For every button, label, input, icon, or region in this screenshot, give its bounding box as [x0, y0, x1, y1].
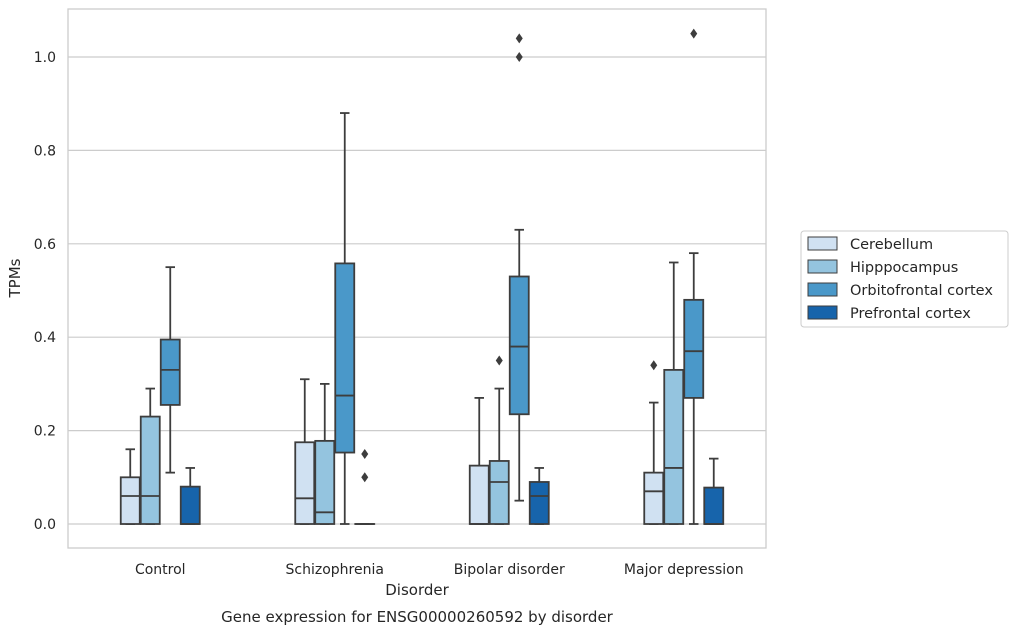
- box-cerebellum: [643, 360, 665, 525]
- legend-label: Orbitofrontal cortex: [850, 283, 993, 299]
- box-body: [703, 486, 725, 525]
- box-prefrontal-cortex: [703, 457, 725, 525]
- box-body: [643, 471, 665, 525]
- y-tick-labels: 0.0 0.2 0.4 0.6 0.8 1.0: [34, 50, 56, 533]
- outlier-point: [515, 33, 523, 44]
- x-tick-label: Control: [135, 562, 186, 578]
- gridlines: [68, 56, 766, 525]
- box-body: [488, 460, 510, 525]
- box-cerebellum: [294, 378, 316, 525]
- x-tick-label: Bipolar disorder: [454, 562, 565, 578]
- outlier-point: [361, 472, 369, 483]
- legend-label: Hipppocampus: [850, 260, 958, 276]
- box-body: [663, 368, 685, 525]
- box-body: [508, 275, 530, 416]
- legend-swatch: [807, 236, 838, 251]
- box-cerebellum: [468, 397, 490, 525]
- y-tick-label: 0.4: [34, 330, 56, 346]
- legend-swatch: [807, 259, 838, 274]
- y-tick-label: 0.8: [34, 143, 56, 159]
- box-orbitofrontal-cortex: [159, 266, 181, 474]
- box-orbitofrontal-cortex: [334, 112, 356, 525]
- box-body: [159, 338, 181, 406]
- y-tick-label: 0.2: [34, 424, 56, 440]
- x-tick-label: Major depression: [624, 562, 744, 578]
- outlier-point: [361, 448, 369, 459]
- box-body: [683, 298, 705, 399]
- box-groups: [119, 28, 725, 525]
- box-body: [294, 441, 316, 525]
- box-hipppocampus: [139, 387, 161, 525]
- y-tick-label: 0.6: [34, 237, 56, 253]
- y-tick-label: 0.0: [34, 517, 56, 533]
- legend-label: Prefrontal cortex: [850, 306, 971, 322]
- x-axis-label: Disorder: [385, 581, 449, 599]
- x-tick-label: Schizophrenia: [286, 562, 384, 578]
- box-hipppocampus: [663, 261, 685, 525]
- box-body: [528, 481, 550, 525]
- box-body: [179, 485, 201, 525]
- box-orbitofrontal-cortex: [683, 28, 705, 525]
- box-body: [468, 464, 490, 525]
- outlier-point: [495, 355, 503, 366]
- box-prefrontal-cortex: [528, 467, 550, 525]
- legend: Cerebellum Hipppocampus Orbitofrontal cort…: [800, 230, 1009, 328]
- box-cerebellum: [119, 448, 141, 525]
- box-orbitofrontal-cortex: [508, 33, 530, 502]
- box-body: [334, 262, 356, 454]
- legend-swatch: [807, 305, 838, 320]
- box-prefrontal-cortex: [179, 467, 201, 525]
- box-prefrontal-cortex: [354, 448, 376, 525]
- chart-caption: Gene expression for ENSG00000260592 by d…: [221, 608, 614, 626]
- y-tick-label: 1.0: [34, 50, 56, 66]
- legend-label: Cerebellum: [850, 237, 933, 253]
- legend-swatch: [807, 282, 838, 297]
- x-tick-labels: Control Schizophrenia Bipolar disorder Majo…: [135, 562, 744, 578]
- legend-frame: [800, 230, 1009, 328]
- y-axis-label: TPMs: [6, 258, 24, 298]
- box-hipppocampus: [314, 382, 336, 525]
- plot-frame: [67, 8, 767, 549]
- box-body: [139, 415, 161, 525]
- outlier-point: [690, 28, 698, 39]
- box-body: [314, 439, 336, 525]
- outlier-point: [650, 360, 658, 371]
- outlier-point: [515, 52, 523, 62]
- box-hipppocampus: [488, 355, 510, 525]
- box-body: [119, 476, 141, 525]
